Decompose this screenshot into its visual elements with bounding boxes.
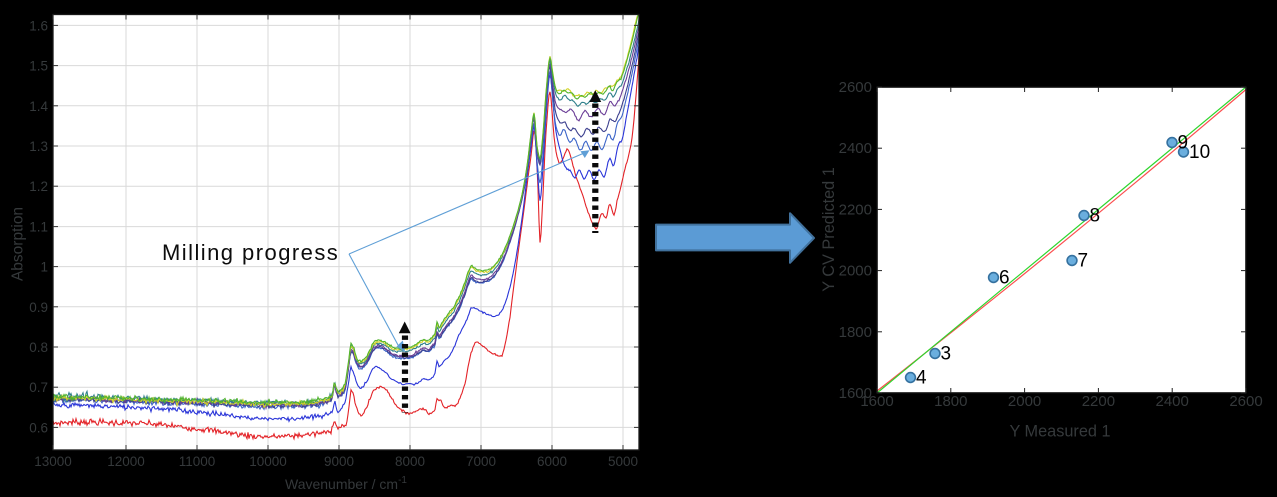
svg-text:1800: 1800 [839, 324, 872, 341]
svg-text:9: 9 [1178, 133, 1189, 154]
svg-text:10000: 10000 [249, 454, 287, 469]
svg-text:6000: 6000 [537, 454, 567, 469]
svg-text:1.1: 1.1 [29, 220, 48, 235]
svg-text:3: 3 [941, 344, 952, 365]
svg-text:12000: 12000 [107, 454, 145, 469]
svg-text:2400: 2400 [1156, 393, 1189, 410]
svg-text:Wavenumber / cm-1: Wavenumber / cm-1 [285, 475, 407, 492]
svg-text:10: 10 [1189, 142, 1210, 163]
svg-text:2000: 2000 [1008, 393, 1041, 410]
svg-text:Y CV Predicted 1: Y CV Predicted 1 [820, 167, 838, 292]
svg-text:1.4: 1.4 [29, 99, 48, 114]
svg-text:8000: 8000 [395, 454, 425, 469]
svg-text:2600: 2600 [1229, 393, 1262, 410]
svg-text:0.6: 0.6 [29, 420, 48, 435]
svg-text:0.9: 0.9 [29, 300, 48, 315]
svg-text:6: 6 [999, 268, 1010, 289]
svg-text:7: 7 [1078, 251, 1089, 272]
svg-text:11000: 11000 [179, 454, 216, 469]
svg-text:2200: 2200 [839, 201, 872, 218]
svg-text:1.5: 1.5 [29, 59, 48, 74]
svg-text:Y Measured 1: Y Measured 1 [1009, 423, 1110, 441]
svg-text:1.6: 1.6 [29, 18, 48, 33]
svg-text:0.8: 0.8 [29, 340, 48, 355]
svg-text:8: 8 [1090, 206, 1101, 227]
svg-text:2200: 2200 [1082, 393, 1115, 410]
svg-text:1: 1 [40, 260, 48, 275]
svg-text:2600: 2600 [839, 79, 872, 96]
svg-text:4: 4 [916, 368, 927, 389]
svg-text:9000: 9000 [324, 454, 354, 469]
svg-text:7000: 7000 [466, 454, 496, 469]
svg-text:0.7: 0.7 [29, 380, 48, 395]
svg-text:1.3: 1.3 [29, 139, 48, 154]
svg-text:1600: 1600 [860, 393, 893, 410]
svg-text:Milling progress: Milling progress [162, 240, 339, 265]
svg-text:Absorption: Absorption [10, 207, 27, 281]
svg-text:13000: 13000 [34, 454, 72, 469]
svg-text:2400: 2400 [839, 140, 872, 157]
svg-text:5000: 5000 [608, 454, 638, 469]
svg-text:1.2: 1.2 [29, 179, 48, 194]
svg-text:1800: 1800 [934, 393, 967, 410]
svg-text:1600: 1600 [839, 385, 872, 402]
svg-text:2000: 2000 [839, 263, 872, 280]
